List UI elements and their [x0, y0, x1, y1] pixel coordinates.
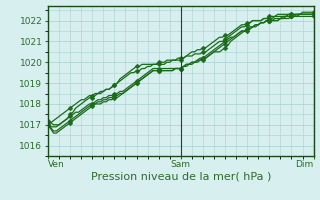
- X-axis label: Pression niveau de la mer( hPa ): Pression niveau de la mer( hPa ): [91, 172, 271, 182]
